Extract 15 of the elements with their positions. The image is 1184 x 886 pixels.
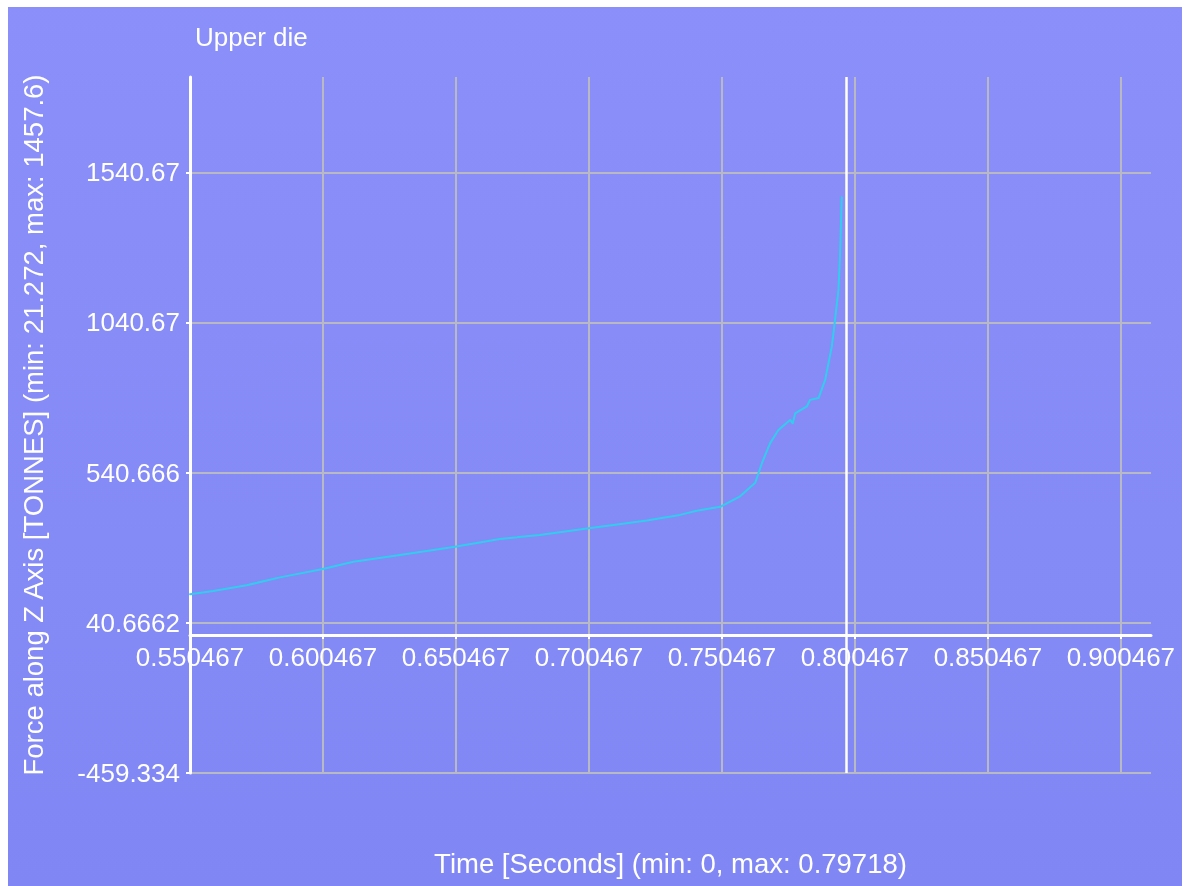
y-tick-label: 1540.67 — [86, 157, 180, 188]
x-tick-label: 0.900467 — [1066, 642, 1176, 673]
y-axis-title: Force along Z Axis [TONNES] (min: 21.272, max: 1457.6) — [17, 74, 49, 776]
x-tick-label: 0.750467 — [667, 642, 777, 673]
line-series — [189, 196, 843, 596]
chart-title: Upper die — [195, 22, 308, 52]
y-tick-label: 1040.67 — [86, 307, 180, 338]
y-tick-label: 40.6662 — [86, 607, 180, 638]
x-tick-label: 0.700467 — [534, 642, 644, 673]
x-tick-label: 0.600467 — [268, 642, 378, 673]
x-tick-label: 0.650467 — [401, 642, 511, 673]
y-tick-label: 540.666 — [86, 457, 180, 488]
x-tick-label: 0.850467 — [933, 642, 1043, 673]
y-tick-label: -459.334 — [77, 758, 180, 788]
x-axis-title: Time [Seconds] (min: 0, max: 0.79718) — [434, 847, 907, 879]
